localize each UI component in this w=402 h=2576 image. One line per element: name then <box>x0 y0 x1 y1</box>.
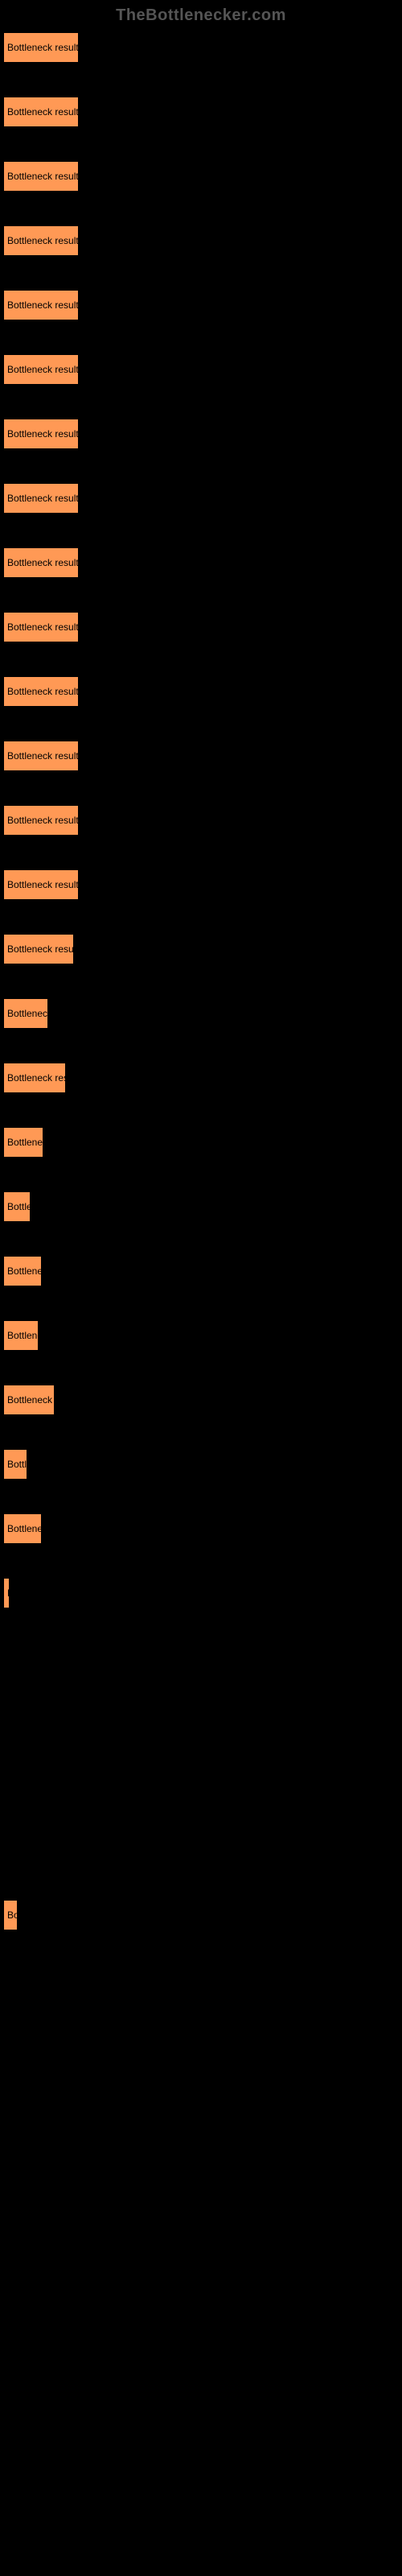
bar-row <box>3 2029 402 2059</box>
bar-row <box>3 2286 402 2317</box>
bar: Bottleneck result <box>3 1127 43 1158</box>
bar-row: Bottleneck result <box>3 1578 402 1608</box>
bar-label: Bottleneck result <box>7 1394 55 1406</box>
bar-label: Bottleneck result <box>7 1072 66 1084</box>
bar-row: Bottleneck result <box>3 161 402 192</box>
bar-label: Bottleneck result <box>7 879 79 890</box>
bar-label: Bottleneck result <box>7 1909 18 1921</box>
bar: Bottleneck result <box>3 1449 27 1480</box>
bar-row <box>3 2351 402 2381</box>
bar-label: Bottleneck result <box>7 1201 31 1212</box>
bar-row: Bottleneck result <box>3 354 402 385</box>
bar-row <box>3 2157 402 2188</box>
bar: Bottleneck result <box>3 161 79 192</box>
bar-label: Bottleneck result <box>7 1459 27 1470</box>
bar-label: Bottleneck result <box>7 299 79 311</box>
bar-row <box>3 2479 402 2510</box>
bar-row: Bottleneck result <box>3 934 402 964</box>
bar-label: Bottleneck result <box>7 1523 42 1534</box>
bar-label: Bottleneck result <box>7 171 79 182</box>
bar-row: Bottleneck result <box>3 225 402 256</box>
bar: Bottleneck result <box>3 290 79 320</box>
bar-label: Bottleneck result <box>7 943 74 955</box>
bar: Bottleneck result <box>3 547 79 578</box>
bar-row: Bottleneck result <box>3 998 402 1029</box>
bar-label: Bottleneck result <box>7 235 79 246</box>
bar-label: Bottleneck result <box>7 1137 43 1148</box>
bar-row: Bottleneck result <box>3 676 402 707</box>
bar-label: Bottleneck result <box>7 686 79 697</box>
bar: Bottleneck result <box>3 225 79 256</box>
bar-row: Bottleneck result <box>3 547 402 578</box>
bar-label: Bottleneck result <box>7 1330 39 1341</box>
bar-row <box>3 1642 402 1673</box>
bar-row: Bottleneck result <box>3 741 402 771</box>
bar-row: Bottleneck result <box>3 805 402 836</box>
bar-row <box>3 1707 402 1737</box>
bar: Bottleneck result <box>3 32 79 63</box>
bar-row <box>3 2093 402 2124</box>
bar-row <box>3 2415 402 2446</box>
bar-row: Bottleneck result <box>3 419 402 449</box>
bar-row: Bottleneck result <box>3 1191 402 1222</box>
bar: Bottleneck result <box>3 354 79 385</box>
watermark-text: TheBottlenecker.com <box>116 6 286 25</box>
bar-row: Bottleneck result <box>3 290 402 320</box>
bar: Bottleneck result <box>3 934 74 964</box>
bar: Bottleneck result <box>3 998 48 1029</box>
bar-row <box>3 1835 402 1866</box>
bar-row: Bottleneck result <box>3 612 402 642</box>
bar-row: Bottleneck result <box>3 97 402 127</box>
bar: Bottleneck result <box>3 1256 42 1286</box>
bar: Bottleneck result <box>3 1320 39 1351</box>
bar-row: Bottleneck result <box>3 1449 402 1480</box>
bar: Bottleneck result <box>3 676 79 707</box>
bar: Bottleneck result <box>3 483 79 514</box>
bar-label: Bottleneck result <box>7 364 79 375</box>
bar-row: Bottleneck result <box>3 1320 402 1351</box>
bar: Bottleneck result <box>3 741 79 771</box>
bar-label: Bottleneck result <box>7 106 79 118</box>
bar-row: Bottleneck result <box>3 32 402 63</box>
bar: Bottleneck result <box>3 1063 66 1093</box>
bar-chart: Bottleneck result Bottleneck result Bottle… <box>0 0 402 2510</box>
bar: Bottleneck result <box>3 97 79 127</box>
bar-row: Bottleneck result <box>3 1256 402 1286</box>
bar: Bottleneck result <box>3 1578 10 1608</box>
bar: Bottleneck result <box>3 1513 42 1544</box>
bar-row: Bottleneck result <box>3 1063 402 1093</box>
bar-label: Bottleneck result <box>7 1587 10 1599</box>
bar-label: Bottleneck result <box>7 1265 42 1277</box>
bar-row: Bottleneck result <box>3 869 402 900</box>
bar-label: Bottleneck result <box>7 1008 48 1019</box>
bar-row: Bottleneck result <box>3 1900 402 1930</box>
bar-label: Bottleneck result <box>7 42 79 53</box>
bar: Bottleneck result <box>3 869 79 900</box>
bar-row: Bottleneck result <box>3 1127 402 1158</box>
bar-row <box>3 2222 402 2252</box>
bar-row <box>3 1771 402 1802</box>
bar-label: Bottleneck result <box>7 557 79 568</box>
bar-label: Bottleneck result <box>7 428 79 440</box>
bar: Bottleneck result <box>3 419 79 449</box>
bar-label: Bottleneck result <box>7 621 79 633</box>
bar: Bottleneck result <box>3 1191 31 1222</box>
bar-row <box>3 1964 402 1995</box>
bar-row: Bottleneck result <box>3 483 402 514</box>
bar: Bottleneck result <box>3 1900 18 1930</box>
bar-label: Bottleneck result <box>7 493 79 504</box>
bar-label: Bottleneck result <box>7 750 79 762</box>
bar: Bottleneck result <box>3 805 79 836</box>
bar-row: Bottleneck result <box>3 1385 402 1415</box>
bar-label: Bottleneck result <box>7 815 79 826</box>
bar: Bottleneck result <box>3 612 79 642</box>
bar: Bottleneck result <box>3 1385 55 1415</box>
bar-row: Bottleneck result <box>3 1513 402 1544</box>
